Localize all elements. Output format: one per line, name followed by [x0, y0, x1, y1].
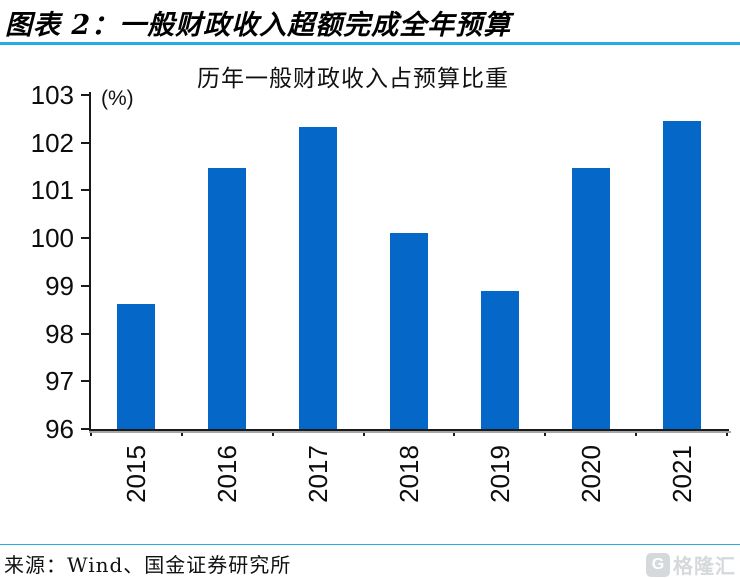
y-axis-tick-label: 98 — [45, 318, 74, 349]
header-divider-line — [0, 42, 740, 45]
x-axis-label-2019: 2019 — [484, 445, 515, 503]
bar-2017 — [299, 126, 338, 429]
x-axis-label-2017: 2017 — [303, 445, 334, 503]
y-axis-tick-mark — [81, 332, 89, 335]
gelonghui-watermark: G 格隆汇 — [646, 550, 736, 579]
y-axis-tick-mark — [81, 189, 89, 192]
y-axis-tick-label: 100 — [30, 223, 74, 254]
y-axis-tick-mark — [81, 94, 89, 96]
y-axis-unit-label: (%) — [101, 87, 134, 110]
y-axis-tick-mark — [81, 428, 89, 430]
bar-2019 — [480, 291, 519, 429]
figure-title: 图表 2：一般财政收入超额完成全年预算 — [5, 10, 512, 41]
y-axis-tick-mark — [81, 284, 89, 287]
y-axis-tick-label: 101 — [30, 175, 74, 206]
bar-2021 — [662, 120, 701, 429]
x-axis-line — [89, 429, 729, 431]
x-axis-label-2018: 2018 — [394, 445, 424, 503]
y-axis-tick-mark — [81, 380, 89, 383]
x-axis-label-2021: 2021 — [666, 445, 697, 503]
bar-2018 — [390, 232, 428, 429]
x-axis-shadow-line — [89, 431, 731, 433]
y-axis-tick-label: 99 — [45, 270, 74, 301]
y-axis-line — [89, 92, 91, 431]
y-axis-tick-mark — [81, 237, 89, 240]
y-axis-tick-mark — [81, 141, 89, 144]
y-axis-tick-label: 102 — [30, 127, 74, 158]
y-axis-tick-label: 103 — [30, 80, 74, 110]
chart-title: 历年一般财政收入占预算比重 — [197, 66, 509, 92]
y-axis-tick-label: 96 — [45, 414, 74, 444]
source-note: 来源：Wind、国金证券研究所 — [4, 553, 292, 577]
y-axis-tick-label: 97 — [45, 366, 74, 397]
x-axis-label-2020: 2020 — [575, 445, 606, 503]
gelonghui-logo-icon: G — [646, 552, 670, 577]
gelonghui-logo-text: 格隆汇 — [673, 556, 736, 578]
x-axis-label-2016: 2016 — [212, 445, 243, 503]
bar-2016 — [208, 167, 247, 429]
footer-divider-line — [0, 544, 740, 545]
bar-2015 — [117, 303, 156, 429]
bar-2020 — [571, 168, 610, 429]
x-axis-label-2015: 2015 — [121, 445, 152, 503]
